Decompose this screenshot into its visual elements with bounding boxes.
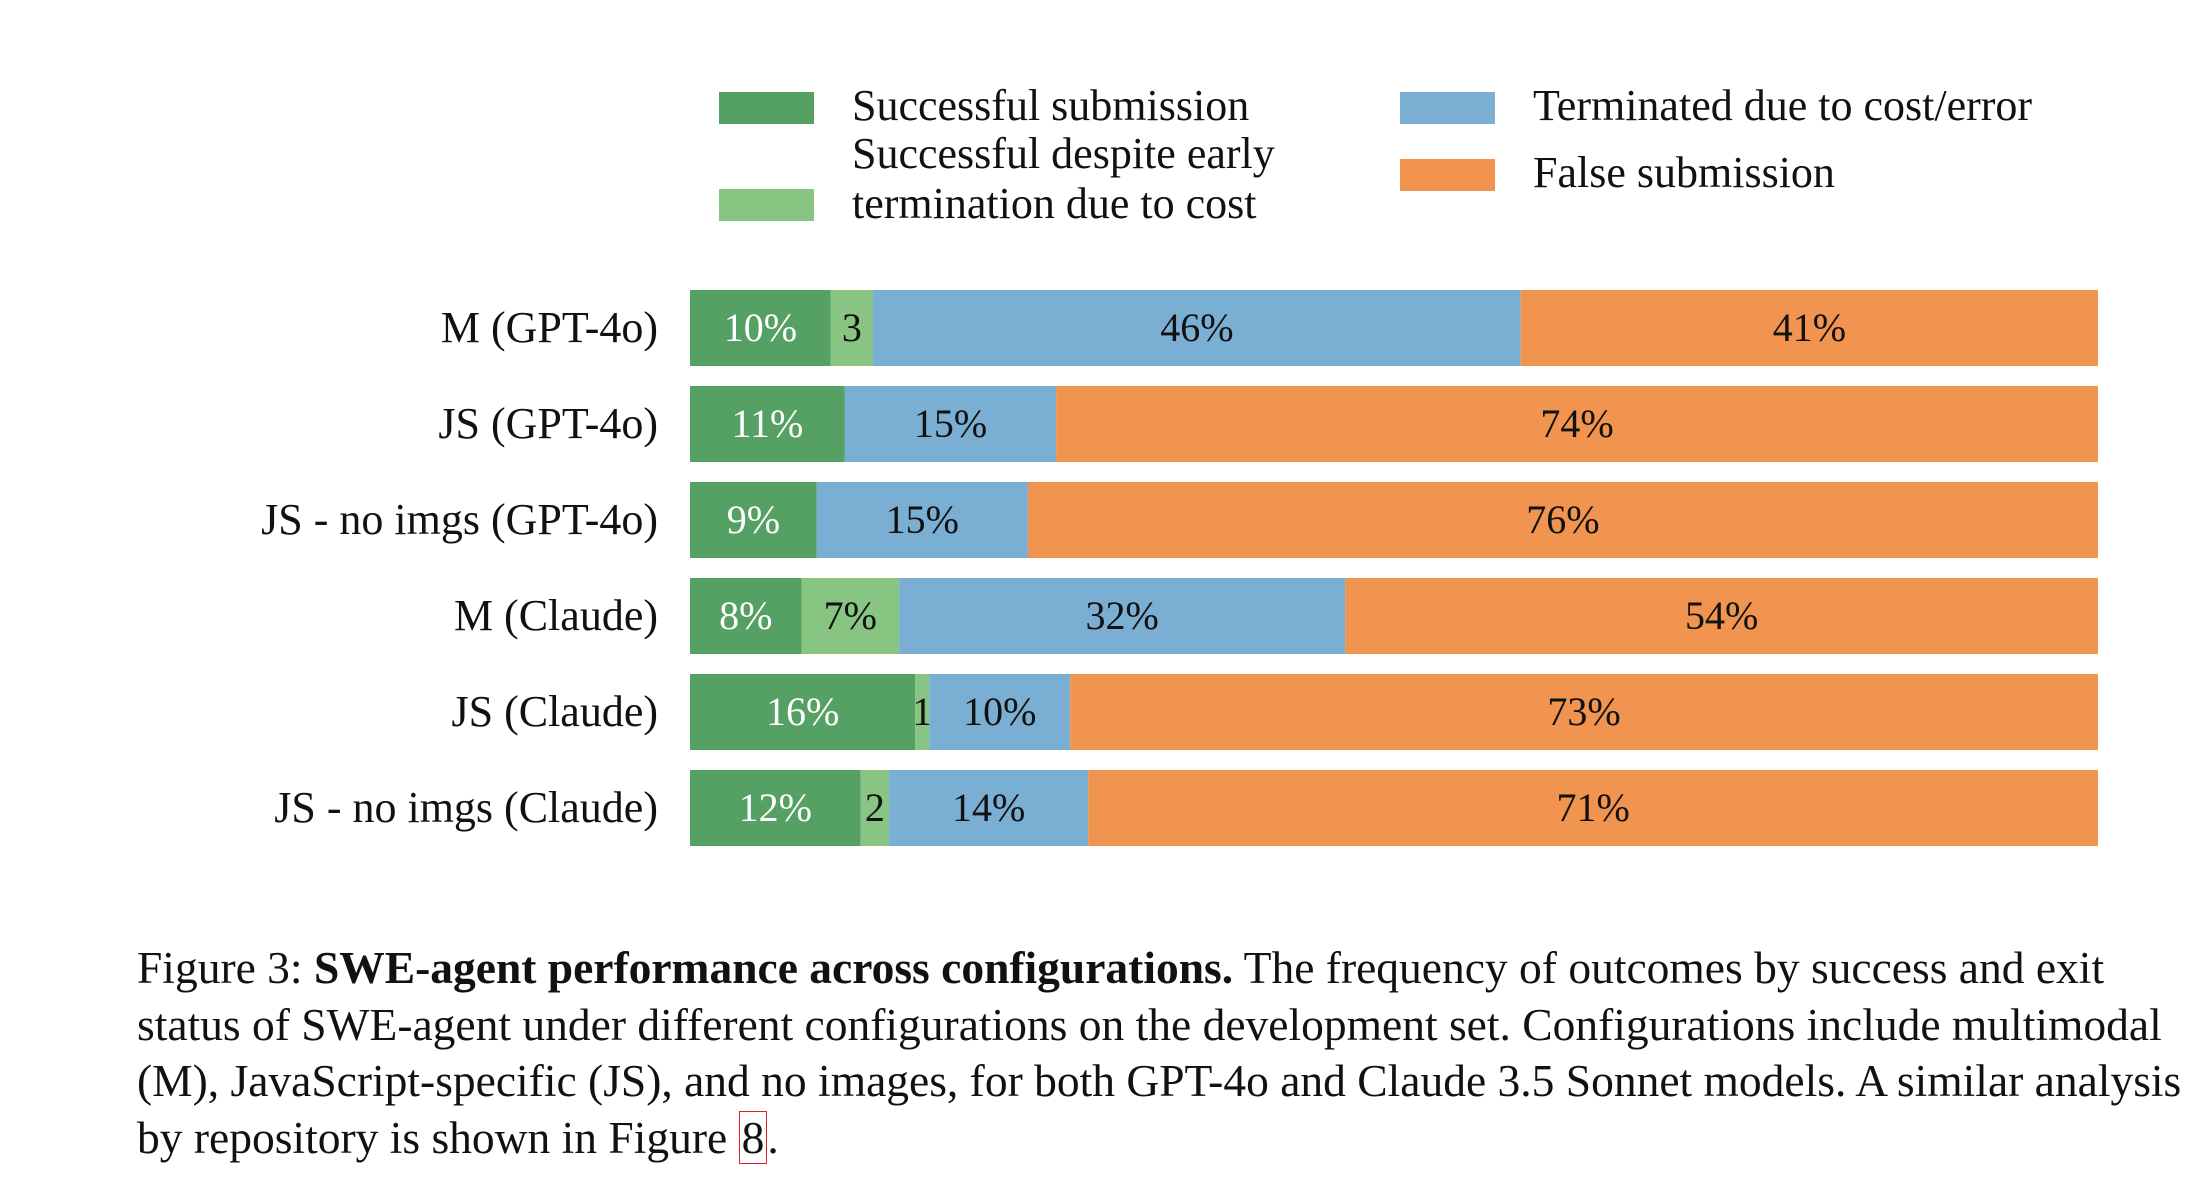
data-label: 3 bbox=[842, 305, 862, 350]
bar-segment bbox=[816, 482, 1028, 558]
legend-label: Successful submission bbox=[852, 81, 1249, 130]
bar-segment bbox=[1520, 290, 2098, 366]
bar-segment bbox=[873, 290, 1521, 366]
data-label: 41% bbox=[1773, 305, 1846, 350]
bar-segment bbox=[1056, 386, 2098, 462]
caption-body: The frequency of outcomes by success and… bbox=[137, 942, 2182, 1163]
bar-segment bbox=[801, 578, 900, 654]
data-label: 15% bbox=[886, 497, 959, 542]
caption-prefix: Figure 3: bbox=[137, 942, 314, 993]
y-tick-label: JS - no imgs (Claude) bbox=[274, 783, 658, 832]
bar-segment bbox=[690, 482, 817, 558]
bar-segment bbox=[690, 770, 861, 846]
legend-swatch bbox=[1400, 92, 1495, 124]
figure-reference-link[interactable]: 8 bbox=[738, 1110, 768, 1164]
data-label: 1 bbox=[912, 689, 932, 734]
legend-swatch bbox=[719, 92, 814, 124]
bar-segment bbox=[1345, 578, 2098, 654]
y-tick-label: M (GPT-4o) bbox=[441, 303, 658, 352]
data-label: 14% bbox=[952, 785, 1025, 830]
y-axis-labels: M (GPT-4o) JS (GPT-4o) JS - no imgs (GPT-4… bbox=[261, 303, 658, 832]
data-label: 71% bbox=[1556, 785, 1629, 830]
legend-label: Successful despite early bbox=[852, 129, 1275, 178]
bar-segment bbox=[690, 674, 916, 750]
y-tick-label: M (Claude) bbox=[454, 591, 658, 640]
figure-caption: Figure 3: SWE-agent performance across c… bbox=[137, 940, 2187, 1166]
data-label: 73% bbox=[1547, 689, 1620, 734]
y-tick-label: JS (Claude) bbox=[451, 687, 658, 736]
data-label: 11% bbox=[732, 401, 804, 446]
data-label: 16% bbox=[766, 689, 839, 734]
legend-label: False submission bbox=[1533, 148, 1835, 197]
bar-segment bbox=[690, 386, 845, 462]
legend-label: termination due to cost bbox=[852, 179, 1256, 228]
bar-segment bbox=[1027, 482, 2098, 558]
data-label: 15% bbox=[914, 401, 987, 446]
data-label: 9% bbox=[727, 497, 780, 542]
data-label: 2 bbox=[865, 785, 885, 830]
data-label: 8% bbox=[719, 593, 772, 638]
data-label: 76% bbox=[1526, 497, 1599, 542]
bar-segment bbox=[1088, 770, 2098, 846]
data-label: 10% bbox=[963, 689, 1036, 734]
data-label: 10% bbox=[724, 305, 797, 350]
caption-suffix: . bbox=[767, 1111, 779, 1163]
bar-segment bbox=[1070, 674, 2098, 750]
data-label: 74% bbox=[1540, 401, 1613, 446]
bar-segment bbox=[830, 290, 874, 366]
legend-swatch bbox=[719, 189, 814, 221]
caption-title: SWE-agent performance across configurati… bbox=[313, 942, 1234, 993]
data-label: 46% bbox=[1160, 305, 1233, 350]
bar-segment bbox=[929, 674, 1071, 750]
legend-label: Terminated due to cost/error bbox=[1533, 81, 2032, 130]
bar-segment bbox=[844, 386, 1057, 462]
bar-area: 10% 3 46% 41% 11% 15% 74% 9% 15% 76% 8% 7% 32% 54% 16%… bbox=[690, 290, 2098, 846]
bar-segment bbox=[915, 674, 930, 750]
bar-segment bbox=[690, 290, 831, 366]
data-label: 7% bbox=[824, 593, 877, 638]
y-tick-label: JS (GPT-4o) bbox=[438, 399, 658, 448]
bar-segment bbox=[860, 770, 890, 846]
data-label: 54% bbox=[1685, 593, 1758, 638]
bar-segment bbox=[899, 578, 1346, 654]
bar-segment bbox=[690, 578, 802, 654]
legend-swatch bbox=[1400, 159, 1495, 191]
y-tick-label: JS - no imgs (GPT-4o) bbox=[261, 495, 658, 544]
data-label: 12% bbox=[739, 785, 812, 830]
bar-segment bbox=[889, 770, 1089, 846]
data-label: 32% bbox=[1085, 593, 1158, 638]
